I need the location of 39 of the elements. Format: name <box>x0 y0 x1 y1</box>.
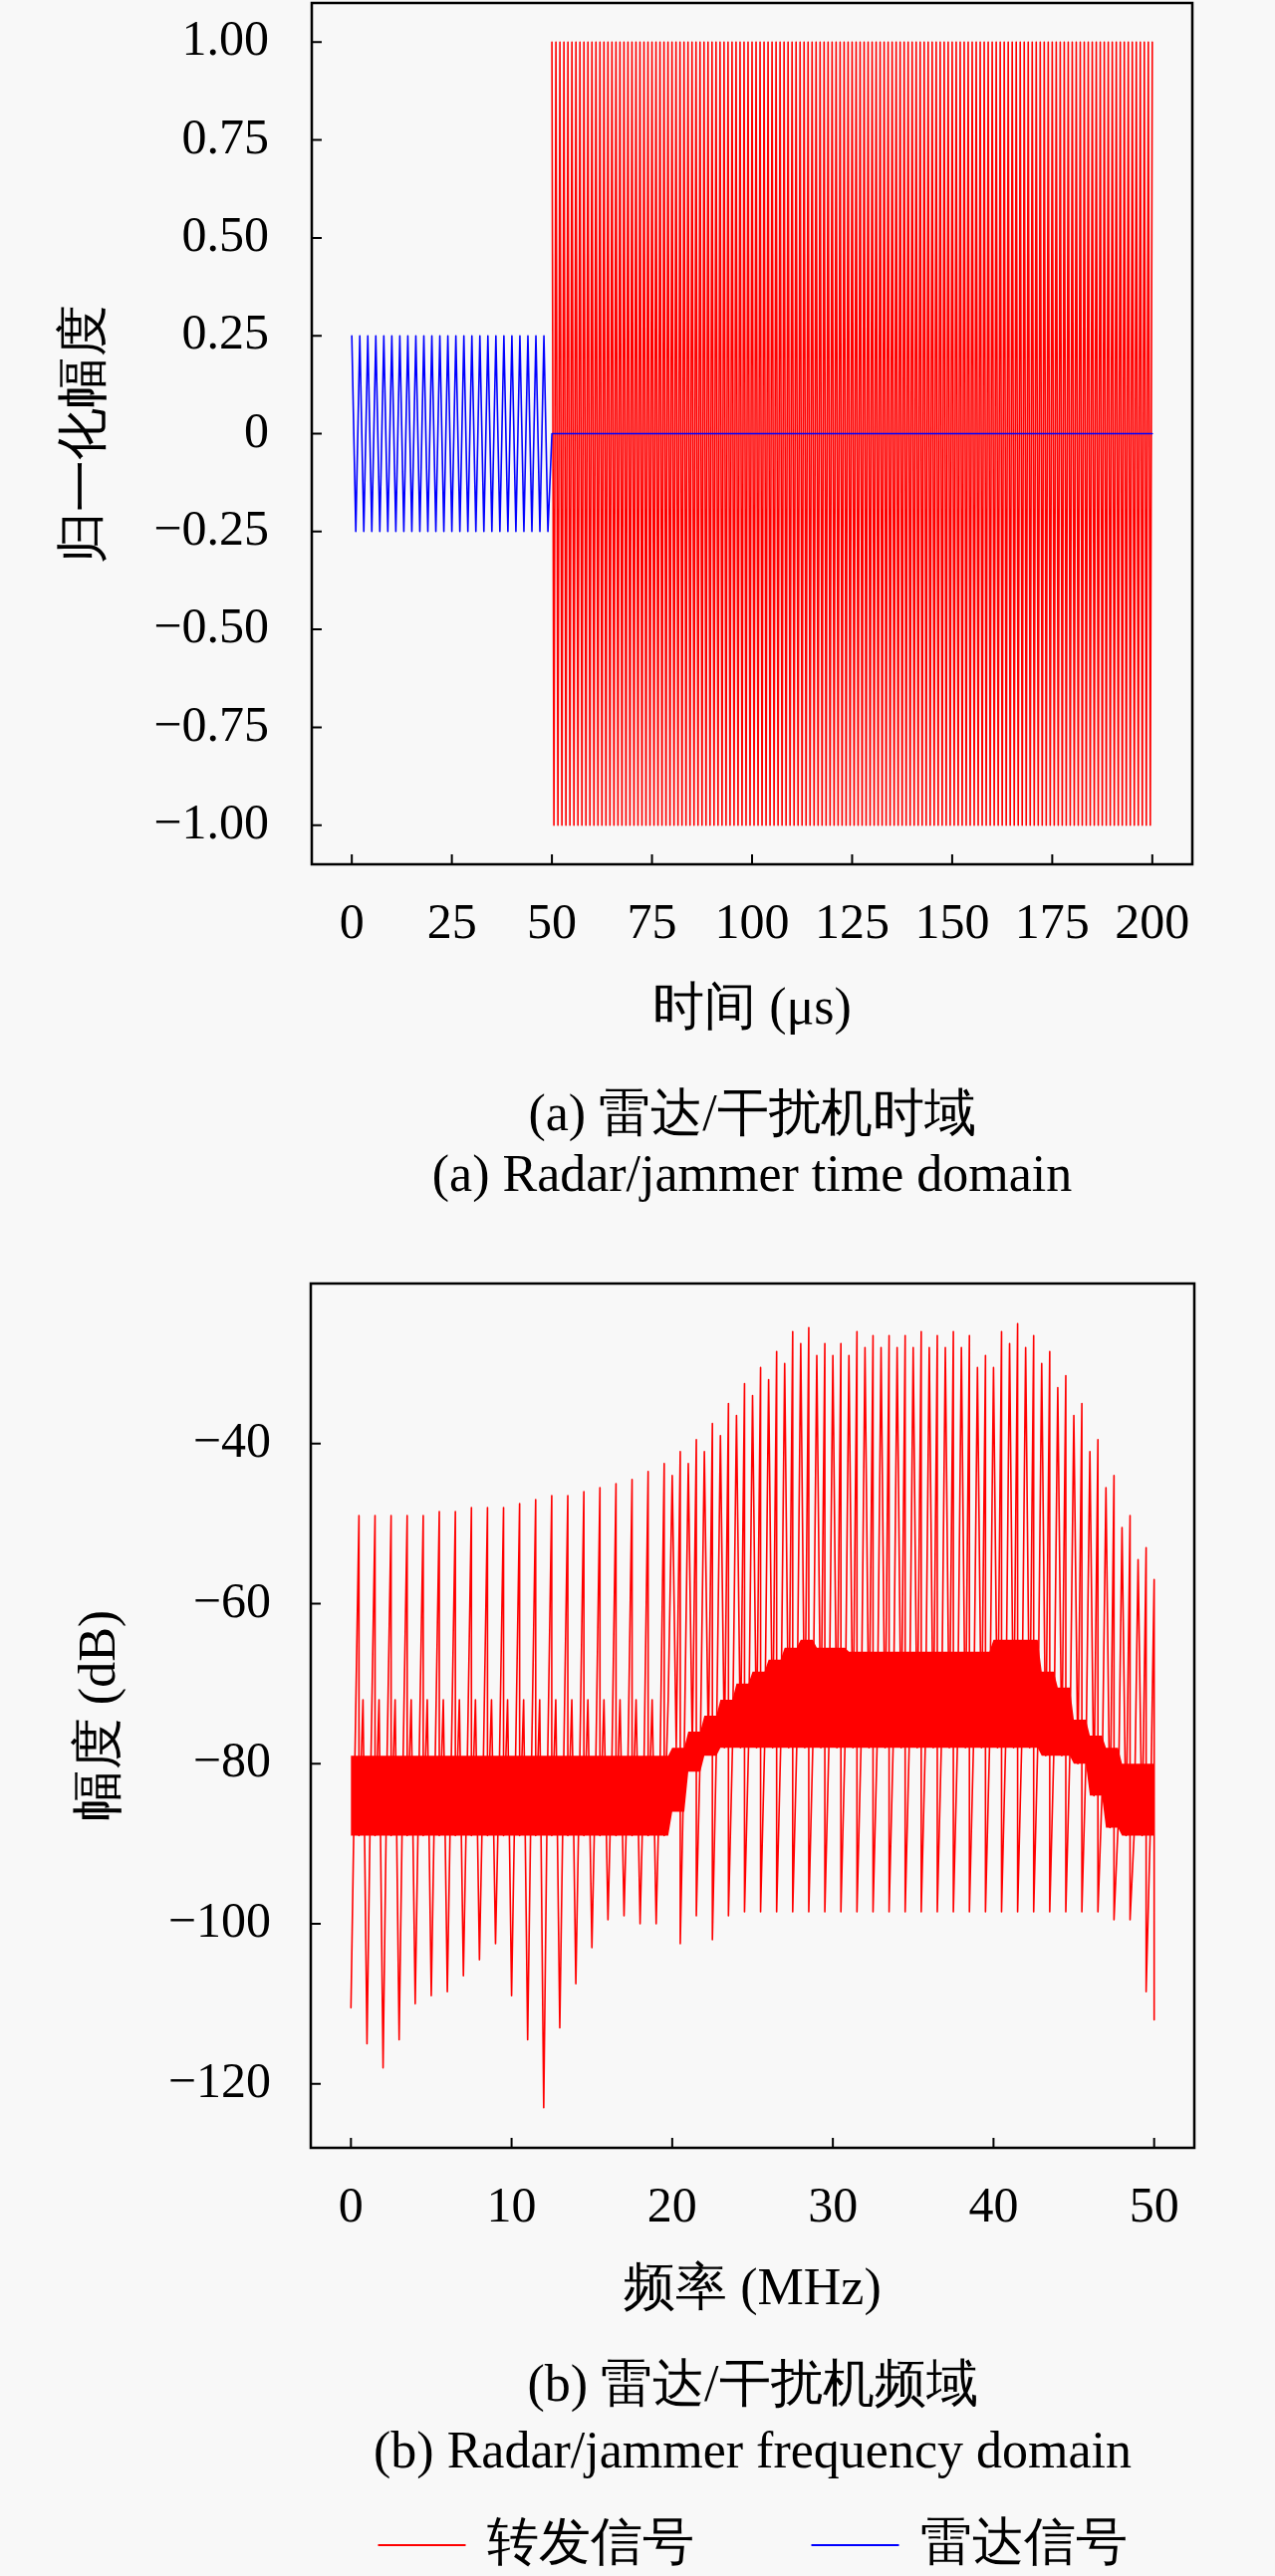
x-axis-title: 频率 (MHz) <box>624 2258 882 2317</box>
y-tick-label: −60 <box>192 1571 271 1628</box>
y-axis-title: 归一化幅度 <box>53 304 111 564</box>
y-tick-label: 0.25 <box>181 304 269 360</box>
x-tick-label: 175 <box>1014 893 1090 950</box>
y-tick-label: −120 <box>167 2051 271 2108</box>
x-tick-label: 0 <box>339 893 365 950</box>
legend-label: 雷达信号 <box>919 2512 1128 2570</box>
text: (a) 雷达/干扰机时域 <box>528 1083 976 1142</box>
x-tick-label: 125 <box>814 893 890 950</box>
x-tick-label: 20 <box>646 2177 697 2233</box>
y-tick-label: −100 <box>167 1892 271 1949</box>
x-tick-label: 75 <box>627 893 677 950</box>
x-tick-label: 100 <box>714 893 790 950</box>
text: (b) Radar/jammer frequency domain <box>374 2421 1132 2479</box>
legend-label: 转发信号 <box>486 2512 694 2570</box>
y-tick-label: 0.75 <box>181 108 269 164</box>
y-tick-label: −80 <box>192 1732 271 1788</box>
x-axis-title: 时间 (μs) <box>652 978 852 1037</box>
y-tick-label: 1.00 <box>181 10 269 67</box>
x-tick-label: 25 <box>426 893 477 950</box>
y-tick-label: −0.75 <box>153 695 269 752</box>
x-tick-label: 0 <box>338 2177 364 2233</box>
x-tick-label: 40 <box>968 2177 1019 2233</box>
y-tick-label: −0.50 <box>153 597 269 654</box>
x-tick-label: 30 <box>808 2177 859 2233</box>
y-tick-label: −40 <box>192 1411 271 1468</box>
y-tick-label: 0 <box>244 401 269 458</box>
x-tick-label: 50 <box>1129 2177 1179 2233</box>
x-tick-label: 150 <box>914 893 990 950</box>
x-tick-label: 50 <box>527 893 578 950</box>
x-tick-label: 10 <box>486 2177 537 2233</box>
x-tick-label: 200 <box>1115 893 1190 950</box>
y-tick-label: −1.00 <box>153 793 269 849</box>
y-tick-label: −0.25 <box>153 499 269 556</box>
y-tick-label: 0.50 <box>181 206 269 263</box>
text: (b) 雷达/干扰机频域 <box>527 2354 978 2413</box>
y-axis-title: 幅度 (dB) <box>68 1609 127 1822</box>
text: (a) Radar/jammer time domain <box>431 1144 1073 1203</box>
